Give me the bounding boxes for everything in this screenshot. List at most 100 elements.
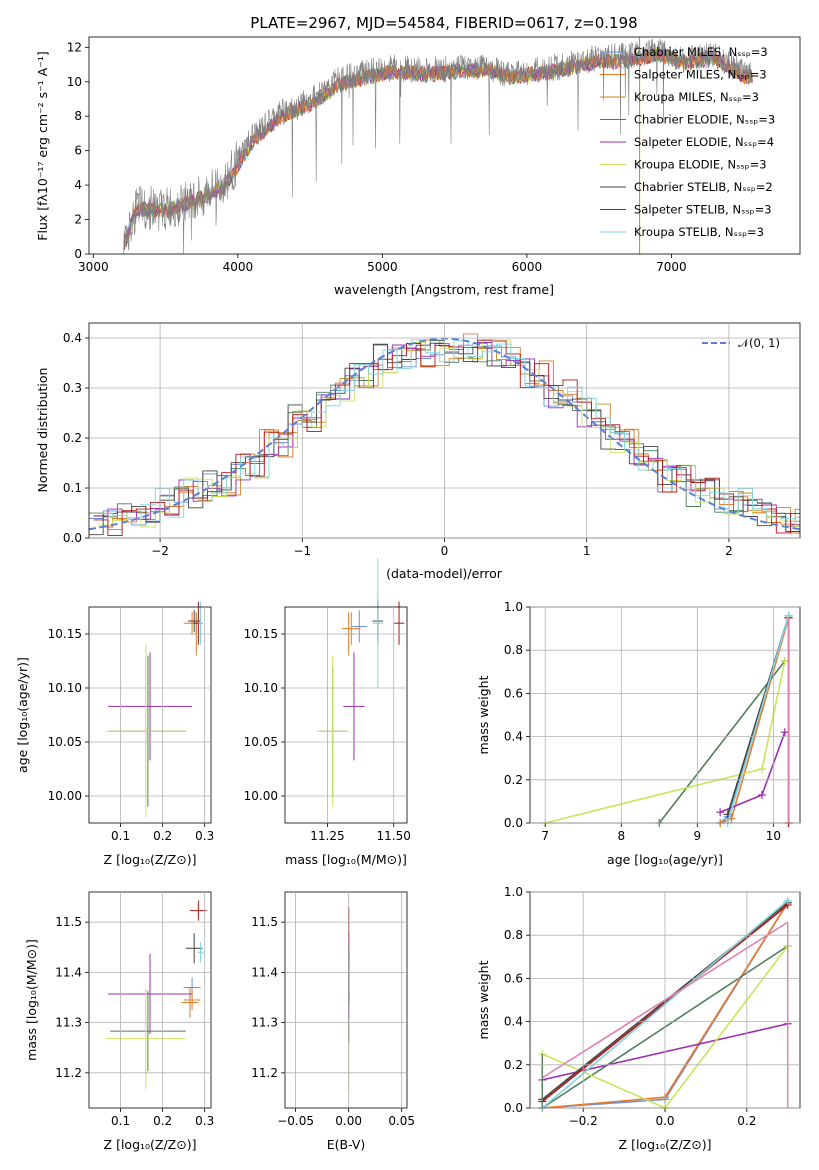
y-tick-label: 0.0	[63, 531, 82, 545]
spectrum-legend: Chabrier MILES, Nₛₛₚ=3 Salpeter MILES, Nₛ…	[600, 45, 775, 239]
mass-weight-line	[658, 660, 786, 824]
age-z-plot	[105, 601, 203, 818]
mw-age-ylabel: mass weight	[476, 675, 491, 754]
spectrum-xlabel: wavelength [Angstrom, rest frame]	[334, 282, 554, 297]
histogram-step-line	[93, 333, 800, 534]
y-tick-label: 10.00	[48, 789, 82, 803]
y-tick-label: 0.6	[504, 971, 523, 985]
y-tick-label: 10.00	[244, 789, 278, 803]
spectrum-ylabel: Flux [fλ10⁻¹⁷ erg cm⁻² s⁻¹ A⁻¹]	[35, 51, 50, 240]
residual-ticks: −2 −1 0 1 2 0.0 0.1 0.2 0.3 0.4	[63, 323, 800, 558]
mass-ebv-frame	[284, 891, 408, 1109]
x-tick-label: −0.05	[277, 1114, 314, 1128]
age-z-panel: 0.1 0.2 0.3 10.00 10.05 10.10 10.15 Z [log₁₀(Z…	[15, 601, 214, 867]
y-tick-label: 11.5	[251, 915, 278, 929]
mass-ebv-ticks: −0.05 0.00 0.05 11.2 11.3 11.4 11.5	[251, 892, 415, 1128]
mass-z-ticks: 0.1 0.2 0.3 11.2 11.3 11.4 11.5	[55, 892, 214, 1128]
age-mass-panel: 11.25 11.50 10.00 10.05 10.10 10.15 mass [log…	[244, 558, 411, 867]
mass-weight-marker	[716, 808, 725, 817]
y-tick-label: 1.0	[504, 885, 523, 899]
x-tick-label: 2	[725, 544, 733, 558]
y-tick-label: 0.2	[504, 1058, 523, 1072]
y-tick-label: 0.2	[504, 773, 523, 787]
age-mass-ticks: 11.25 11.50 10.00 10.05 10.10 10.15	[244, 607, 411, 843]
x-tick-label: 10	[766, 829, 781, 843]
y-tick-label: 10.15	[48, 627, 82, 641]
y-tick-label: 4	[74, 178, 82, 192]
x-tick-label: 4000	[223, 260, 254, 274]
y-tick-label: 11.2	[55, 1066, 82, 1080]
mass-weight-marker	[783, 896, 792, 905]
x-tick-label: 6000	[512, 260, 543, 274]
legend-label: Kroupa ELODIE, Nₛₛₚ=3	[634, 158, 767, 172]
mass-weight-line	[545, 660, 786, 824]
x-tick-label: 8	[617, 829, 625, 843]
y-tick-label: 8	[74, 109, 82, 123]
legend-label: Salpeter ELODIE, Nₛₛₚ=4	[634, 135, 774, 149]
y-tick-label: 10.05	[48, 735, 82, 749]
y-tick-label: 10.05	[244, 735, 278, 749]
legend-label: Chabrier STELIB, Nₛₛₚ=2	[634, 180, 773, 194]
histogram-step-line	[93, 342, 800, 526]
age-z-ylabel: age [log₁₀(age/yr)]	[15, 657, 30, 773]
x-tick-label: 0.3	[195, 1114, 214, 1128]
x-tick-label: 0	[441, 544, 449, 558]
x-tick-label: 5000	[367, 260, 398, 274]
y-tick-label: 12	[67, 40, 82, 54]
mass-z-panel: 0.1 0.2 0.3 11.2 11.3 11.4 11.5 Z [log₁₀(Z/Z⊙)…	[24, 891, 214, 1152]
x-tick-label: 3000	[78, 260, 109, 274]
y-tick-label: 0.3	[63, 381, 82, 395]
normal-legend-label: 𝒩(0, 1)	[738, 336, 780, 350]
mass-z-ylabel: mass [log₁₀(M/M⊙)]	[24, 939, 39, 1061]
spectrum-frame	[88, 36, 801, 255]
legend-label: Kroupa STELIB, Nₛₛₚ=3	[634, 225, 764, 239]
mass-ebv-panel: −0.05 0.00 0.05 11.2 11.3 11.4 11.5 E(B-V)	[251, 891, 415, 1152]
age-z-frame	[88, 606, 212, 824]
x-tick-label: −2	[151, 544, 169, 558]
mw-z-ticks: −0.2 0.0 0.2 0.0 0.2 0.4 0.6 0.8 1.0	[504, 885, 800, 1128]
x-tick-label: 7000	[656, 260, 687, 274]
figure-title: PLATE=2967, MJD=54584, FIBERID=0617, z=0…	[250, 14, 637, 32]
age-mass-plot	[316, 558, 405, 807]
y-tick-label: 11.5	[55, 915, 82, 929]
x-tick-label: 0.2	[153, 829, 172, 843]
x-tick-label: 0.1	[111, 1114, 130, 1128]
y-tick-label: 0.4	[63, 331, 82, 345]
x-tick-label: 11.50	[377, 829, 411, 843]
legend-label: Kroupa MILES, Nₛₛₚ=3	[634, 90, 759, 104]
y-tick-label: 0	[74, 247, 82, 261]
x-tick-label: 1	[583, 544, 591, 558]
histogram-step-line	[98, 339, 800, 528]
mass-weight-marker	[757, 790, 766, 799]
y-tick-label: 0.4	[504, 730, 523, 744]
mw-z-xlabel: Z [log₁₀(Z/Z⊙)]	[619, 1137, 712, 1152]
y-tick-label: 11.3	[251, 1016, 278, 1030]
legend-label: Salpeter STELIB, Nₛₛₚ=3	[634, 203, 772, 217]
age-mass-frame	[284, 606, 408, 824]
histogram-step-line	[98, 339, 800, 528]
y-tick-label: 10.10	[48, 681, 82, 695]
y-tick-label: 0.0	[504, 1101, 523, 1115]
y-tick-label: 11.3	[55, 1016, 82, 1030]
mass-weight-marker	[780, 728, 789, 737]
histogram-step-line	[98, 339, 800, 519]
mw-z-ylabel: mass weight	[476, 960, 491, 1039]
residual-ylabel: Normed distribution	[35, 368, 50, 493]
mw-age-ticks: 7 8 9 10 0.0 0.2 0.4 0.6 0.8 1.0	[504, 600, 800, 843]
spectrum-panel: 3000 4000 5000 6000 7000 0 2 4 6 8 10 12 Chabrier M…	[35, 36, 801, 297]
y-tick-label: 1.0	[504, 600, 523, 614]
y-tick-label: 10.15	[244, 627, 278, 641]
y-tick-label: 0.8	[504, 643, 523, 657]
y-tick-label: 0.8	[504, 928, 523, 942]
y-tick-label: 6	[74, 144, 82, 158]
y-tick-label: 0.1	[63, 481, 82, 495]
residual-panel: −2 −1 0 1 2 0.0 0.1 0.2 0.3 0.4 𝒩(0, 1) (data-mod…	[35, 322, 801, 581]
data-spectrum-line	[123, 38, 753, 255]
x-tick-label: −0.2	[569, 1114, 598, 1128]
y-tick-label: 11.4	[55, 965, 82, 979]
x-tick-label: 9	[694, 829, 702, 843]
x-tick-label: 0.3	[195, 829, 214, 843]
mass-z-xlabel: Z [log₁₀(Z/Z⊙)]	[104, 1137, 197, 1152]
mass-weight-marker	[757, 765, 766, 773]
